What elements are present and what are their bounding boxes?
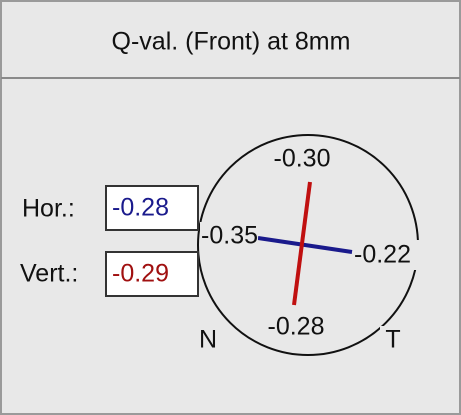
nasal-label: N [199,326,217,354]
left-value: -0.35 [201,222,258,250]
label-bg [262,313,330,343]
value-box [105,185,199,231]
label-bg [194,326,222,356]
bottom-value: -0.28 [268,313,325,341]
value-box [105,251,199,297]
temporal-label: T [385,326,400,354]
field-value: -0.29 [112,260,169,288]
field-label: Vert.: [20,260,78,288]
label-bg [354,240,426,270]
field-value: -0.28 [112,194,169,222]
label-bg [380,326,406,356]
field-label: Hor.: [22,195,75,223]
panel-title: Q-val. (Front) at 8mm [112,28,351,56]
label-bg [272,145,332,175]
label-bg [200,222,258,252]
right-value: -0.22 [354,241,411,269]
horizontal-axis [257,236,353,254]
vertical-axis [292,181,312,306]
top-value: -0.30 [274,145,331,173]
